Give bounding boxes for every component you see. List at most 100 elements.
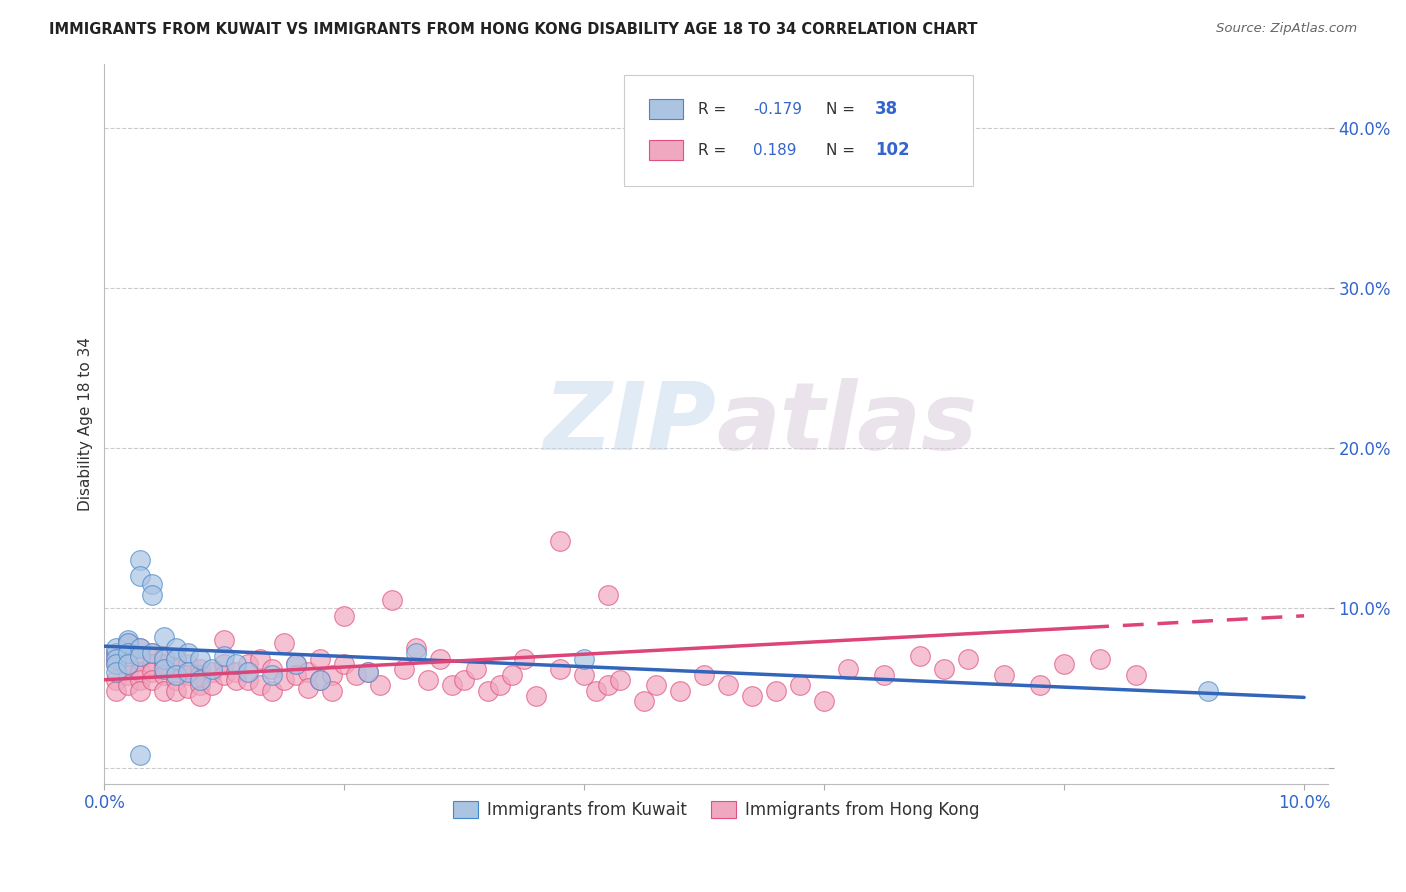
Point: [249, 677, 271, 691]
Point: [201, 677, 224, 691]
Point: [297, 665, 319, 679]
Point: [238, 673, 260, 687]
Text: IMMIGRANTS FROM KUWAIT VS IMMIGRANTS FROM HONG KONG DISABILITY AGE 18 TO 34 CORR: IMMIGRANTS FROM KUWAIT VS IMMIGRANTS FRO…: [49, 22, 977, 37]
Point: [141, 646, 163, 660]
Point: [129, 747, 152, 762]
Point: [813, 693, 835, 707]
Point: [117, 657, 139, 671]
Point: [117, 668, 139, 682]
Point: [201, 662, 224, 676]
Point: [501, 668, 523, 682]
Point: [357, 665, 380, 679]
Point: [117, 636, 139, 650]
Point: [165, 684, 187, 698]
Point: [993, 668, 1015, 682]
Point: [129, 553, 152, 567]
Point: [214, 648, 236, 663]
Point: [609, 673, 631, 687]
Point: [165, 652, 187, 666]
Point: [262, 662, 284, 676]
Point: [585, 684, 607, 698]
Point: [309, 673, 332, 687]
Point: [214, 668, 236, 682]
Point: [765, 684, 787, 698]
Point: [262, 668, 284, 682]
Point: [513, 652, 536, 666]
Point: [1088, 652, 1111, 666]
Point: [1029, 677, 1052, 691]
Point: [165, 640, 187, 655]
Point: [105, 652, 128, 666]
Point: [669, 684, 692, 698]
Point: [190, 652, 212, 666]
Point: [117, 657, 139, 671]
Point: [117, 632, 139, 647]
Point: [574, 652, 596, 666]
Point: [141, 657, 163, 671]
Point: [129, 665, 152, 679]
Text: 102: 102: [876, 142, 910, 160]
Point: [548, 533, 571, 548]
Point: [789, 677, 811, 691]
Point: [105, 665, 128, 679]
Point: [741, 689, 763, 703]
Point: [333, 608, 356, 623]
Text: atlas: atlas: [716, 378, 977, 470]
Point: [225, 673, 247, 687]
Point: [105, 684, 128, 698]
Point: [190, 677, 212, 691]
Point: [105, 657, 128, 671]
Point: [117, 646, 139, 660]
Point: [574, 668, 596, 682]
Point: [129, 640, 152, 655]
Point: [418, 673, 440, 687]
Point: [129, 569, 152, 583]
Point: [453, 673, 475, 687]
Point: [645, 677, 668, 691]
Point: [129, 673, 152, 687]
Point: [177, 646, 200, 660]
Point: [129, 652, 152, 666]
Point: [717, 677, 740, 691]
Point: [153, 657, 176, 671]
Point: [177, 681, 200, 695]
Point: [153, 630, 176, 644]
Point: [273, 636, 295, 650]
Point: [165, 673, 187, 687]
Point: [368, 677, 391, 691]
Point: [177, 657, 200, 671]
Point: [153, 652, 176, 666]
Text: R =: R =: [697, 143, 735, 158]
Point: [117, 636, 139, 650]
Point: [190, 668, 212, 682]
Point: [105, 646, 128, 660]
Point: [321, 684, 343, 698]
Point: [129, 684, 152, 698]
Point: [153, 684, 176, 698]
FancyBboxPatch shape: [650, 99, 683, 120]
Point: [117, 646, 139, 660]
Point: [285, 657, 308, 671]
Point: [598, 588, 620, 602]
Point: [177, 668, 200, 682]
Text: ZIP: ZIP: [543, 378, 716, 470]
Text: R =: R =: [697, 102, 731, 117]
Point: [285, 668, 308, 682]
Point: [333, 657, 356, 671]
Point: [214, 632, 236, 647]
Point: [273, 673, 295, 687]
Point: [1125, 668, 1147, 682]
Point: [262, 684, 284, 698]
Point: [141, 588, 163, 602]
FancyBboxPatch shape: [624, 75, 973, 186]
FancyBboxPatch shape: [650, 140, 683, 161]
Point: [190, 673, 212, 687]
Point: [429, 652, 451, 666]
Text: N =: N =: [827, 102, 860, 117]
Point: [105, 657, 128, 671]
Point: [141, 665, 163, 679]
Point: [873, 668, 896, 682]
Point: [381, 592, 404, 607]
Point: [165, 662, 187, 676]
Point: [908, 648, 931, 663]
